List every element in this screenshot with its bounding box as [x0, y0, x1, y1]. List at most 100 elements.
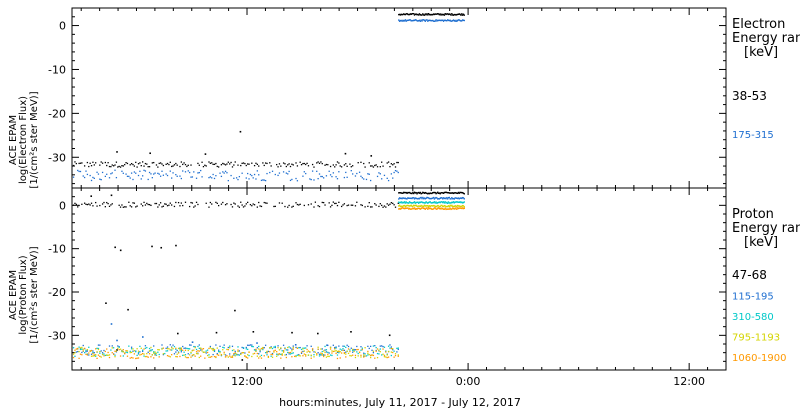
data-point: [418, 13, 421, 15]
data-point: [142, 352, 144, 355]
data-point: [369, 356, 372, 359]
data-point: [371, 165, 373, 167]
data-point: [179, 165, 181, 168]
data-point: [224, 170, 227, 173]
data-point: [111, 345, 113, 347]
data-point: [311, 163, 314, 166]
data-point: [345, 346, 347, 349]
y-tick-label: -30: [48, 151, 66, 164]
data-point: [389, 347, 391, 349]
data-point: [213, 349, 216, 352]
data-point: [111, 172, 113, 174]
data-point: [278, 349, 281, 351]
data-point: [219, 350, 221, 353]
data-point: [197, 203, 199, 206]
data-point: [314, 351, 317, 353]
data-point: [165, 163, 167, 166]
data-point: [179, 347, 181, 349]
data-point: [456, 13, 458, 16]
data-point: [130, 162, 133, 165]
data-point: [437, 13, 439, 15]
data-point: [428, 197, 431, 200]
data-point: [398, 13, 400, 16]
outlier-point: [142, 336, 144, 338]
data-point: [427, 20, 429, 22]
data-point: [276, 351, 278, 353]
data-point: [310, 357, 312, 359]
data-point: [368, 162, 370, 164]
data-point: [273, 351, 275, 353]
data-point: [151, 162, 153, 164]
data-point: [437, 19, 440, 22]
data-point: [400, 20, 402, 22]
data-point: [409, 201, 412, 204]
data-point: [234, 353, 236, 355]
data-point: [259, 351, 261, 353]
legend-entry: 38-53: [732, 89, 767, 103]
data-point: [413, 207, 415, 210]
data-point: [460, 201, 462, 204]
data-point: [81, 346, 83, 349]
data-point: [401, 202, 403, 204]
data-point: [403, 205, 405, 207]
data-point: [295, 355, 297, 358]
data-point: [260, 179, 263, 182]
data-point: [161, 348, 163, 350]
data-point: [271, 352, 274, 355]
data-point: [440, 192, 442, 194]
data-point: [97, 348, 100, 351]
data-point: [158, 173, 160, 175]
data-point: [451, 14, 454, 16]
data-point: [347, 345, 350, 348]
data-point: [413, 201, 415, 204]
data-point: [244, 162, 246, 165]
data-point: [129, 177, 131, 179]
y-tick-label: -10: [48, 243, 66, 256]
data-point: [433, 205, 436, 207]
data-point: [415, 208, 417, 210]
data-point: [101, 353, 104, 356]
data-point: [124, 206, 126, 208]
data-point: [331, 350, 333, 352]
data-point: [274, 345, 276, 348]
data-point: [133, 353, 136, 355]
data-point: [408, 207, 411, 210]
data-point: [81, 203, 83, 205]
data-point: [307, 354, 310, 356]
data-point: [201, 348, 203, 350]
data-point: [277, 354, 279, 356]
data-point: [198, 164, 200, 166]
data-point: [417, 191, 420, 194]
data-point: [448, 208, 451, 210]
data-point: [407, 197, 409, 199]
data-point: [169, 349, 171, 351]
data-point: [222, 201, 224, 204]
data-point: [247, 163, 249, 165]
data-point: [215, 356, 217, 358]
data-point: [376, 166, 379, 168]
data-point: [177, 201, 180, 204]
data-point: [437, 204, 439, 207]
data-point: [404, 205, 407, 208]
data-point: [162, 164, 165, 167]
data-point: [423, 207, 426, 210]
data-point: [204, 357, 206, 359]
data-point: [374, 345, 376, 347]
data-point: [448, 13, 451, 15]
data-point: [427, 197, 430, 199]
data-point: [101, 352, 104, 354]
data-point: [398, 13, 401, 16]
data-point: [408, 19, 410, 21]
data-point: [219, 352, 221, 354]
data-point: [427, 204, 429, 207]
data-point: [437, 207, 439, 209]
data-point: [166, 350, 169, 352]
data-point: [446, 191, 448, 194]
data-point: [158, 356, 160, 358]
data-point: [144, 345, 147, 347]
outlier-point: [116, 339, 118, 342]
data-point: [155, 354, 158, 356]
data-point: [213, 348, 216, 351]
data-point: [117, 347, 119, 349]
data-point: [361, 177, 363, 179]
